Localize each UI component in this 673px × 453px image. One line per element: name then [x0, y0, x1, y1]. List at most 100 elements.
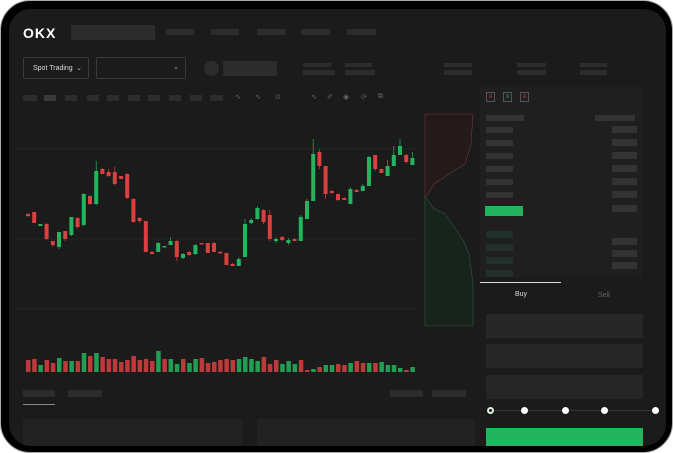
timeframe-button[interactable]: [148, 95, 160, 101]
volume-bar: [230, 360, 236, 372]
candle-body: [106, 172, 111, 176]
nav-item[interactable]: [166, 29, 194, 35]
candle-body: [199, 243, 204, 245]
candlestick-chart[interactable]: [9, 104, 479, 374]
volume-bar: [354, 361, 360, 372]
timeframe-button[interactable]: [23, 95, 37, 101]
candle-body: [261, 210, 266, 222]
draw-icon[interactable]: ✐: [327, 94, 333, 101]
volume-bar: [81, 353, 87, 372]
candle: [385, 160, 390, 176]
ask-amount: [612, 152, 637, 159]
slider-track[interactable]: [491, 410, 656, 411]
volume-bar: [360, 363, 366, 372]
slider-stop-100[interactable]: [652, 407, 659, 414]
candle: [410, 152, 415, 165]
candle-body: [385, 166, 390, 176]
bottom-action[interactable]: [432, 390, 466, 397]
volume-bar: [261, 357, 267, 372]
settings-icon[interactable]: ⊙: [275, 94, 281, 101]
fullscreen-icon[interactable]: ⧉: [378, 93, 383, 100]
volume-bar: [373, 363, 378, 372]
price-input[interactable]: [486, 314, 643, 338]
volume-bar: [131, 356, 136, 372]
candle: [317, 149, 322, 169]
total-input[interactable]: [486, 375, 643, 399]
volume-bar: [106, 359, 112, 372]
buy-button[interactable]: [486, 428, 643, 446]
volume-bar: [143, 359, 149, 372]
volume-bar: [94, 353, 99, 372]
volume-bar: [311, 369, 316, 372]
candle: [100, 168, 105, 174]
slider-handle[interactable]: [487, 407, 494, 414]
volume-bar: [69, 361, 74, 372]
tab-sell[interactable]: Sell: [598, 292, 610, 299]
candle-body: [410, 158, 415, 165]
candle-body: [274, 239, 278, 241]
amount-input[interactable]: [486, 344, 643, 368]
volume-bar: [410, 367, 415, 372]
candle-body: [150, 252, 154, 254]
bid-price: [486, 244, 513, 251]
volume-bar: [398, 368, 403, 372]
ask-amount: [612, 178, 637, 185]
candle: [212, 242, 216, 252]
tab-buy[interactable]: Buy: [515, 291, 528, 298]
ask-amount: [612, 165, 637, 172]
volume-bar: [100, 357, 105, 372]
volume-bar: [404, 370, 409, 372]
tab-history[interactable]: [68, 390, 102, 397]
ask-amount: [612, 191, 637, 198]
candle: [323, 166, 328, 199]
volume-bar: [88, 356, 93, 372]
candle-body: [181, 254, 185, 258]
volume-bar: [162, 359, 167, 372]
nav-item[interactable]: [257, 29, 286, 35]
slider-stop-75[interactable]: [601, 407, 608, 414]
volume-bar: [119, 362, 124, 372]
candle-body: [168, 241, 173, 245]
nav-item[interactable]: [211, 29, 239, 35]
slider-stop-25[interactable]: [521, 407, 528, 414]
indicator-icon[interactable]: ∿: [255, 94, 261, 101]
candle-body: [336, 194, 340, 200]
timeframe-button[interactable]: [190, 95, 202, 101]
market-type-dropdown[interactable]: Spot Trading ⌄: [23, 57, 89, 79]
assets-panel: [257, 419, 475, 446]
nav-item[interactable]: [301, 29, 330, 35]
tab-open-orders[interactable]: [23, 390, 55, 397]
pair-dropdown[interactable]: ⌄: [96, 57, 186, 79]
candle-body: [255, 208, 260, 219]
candle-body: [193, 245, 198, 254]
refresh-icon[interactable]: ⟳: [361, 94, 367, 101]
ask-price: [486, 153, 513, 159]
orderbook-bids-icon[interactable]: ≡: [503, 92, 512, 102]
candle-body: [205, 243, 210, 253]
candle-body: [218, 252, 223, 254]
timeframe-button[interactable]: [87, 95, 99, 101]
candle-body: [342, 198, 347, 200]
search-placeholder[interactable]: [71, 25, 155, 40]
line-icon[interactable]: ∿: [311, 94, 317, 101]
candle: [236, 257, 241, 266]
timeframe-button[interactable]: [128, 95, 140, 101]
timeframe-button[interactable]: [65, 95, 77, 101]
nav-item[interactable]: [347, 29, 376, 35]
slider-stop-50[interactable]: [562, 407, 569, 414]
orderbook-both-icon[interactable]: ≡: [486, 92, 495, 102]
header-price: [486, 115, 524, 121]
camera-icon[interactable]: ◉: [343, 94, 350, 101]
bottom-action[interactable]: [390, 390, 423, 397]
timeframe-button[interactable]: [169, 95, 181, 101]
orderbook-asks-icon[interactable]: ≡: [520, 92, 529, 102]
candle: [75, 217, 80, 229]
bid-price: [486, 257, 513, 264]
candle-body: [69, 217, 74, 235]
timeframe-button[interactable]: [210, 95, 223, 101]
indicator-icon[interactable]: ∿: [235, 94, 241, 101]
volume-bar: [379, 362, 384, 372]
timeframe-button[interactable]: [107, 95, 119, 101]
timeframe-button[interactable]: [44, 95, 56, 101]
candle: [174, 240, 179, 261]
